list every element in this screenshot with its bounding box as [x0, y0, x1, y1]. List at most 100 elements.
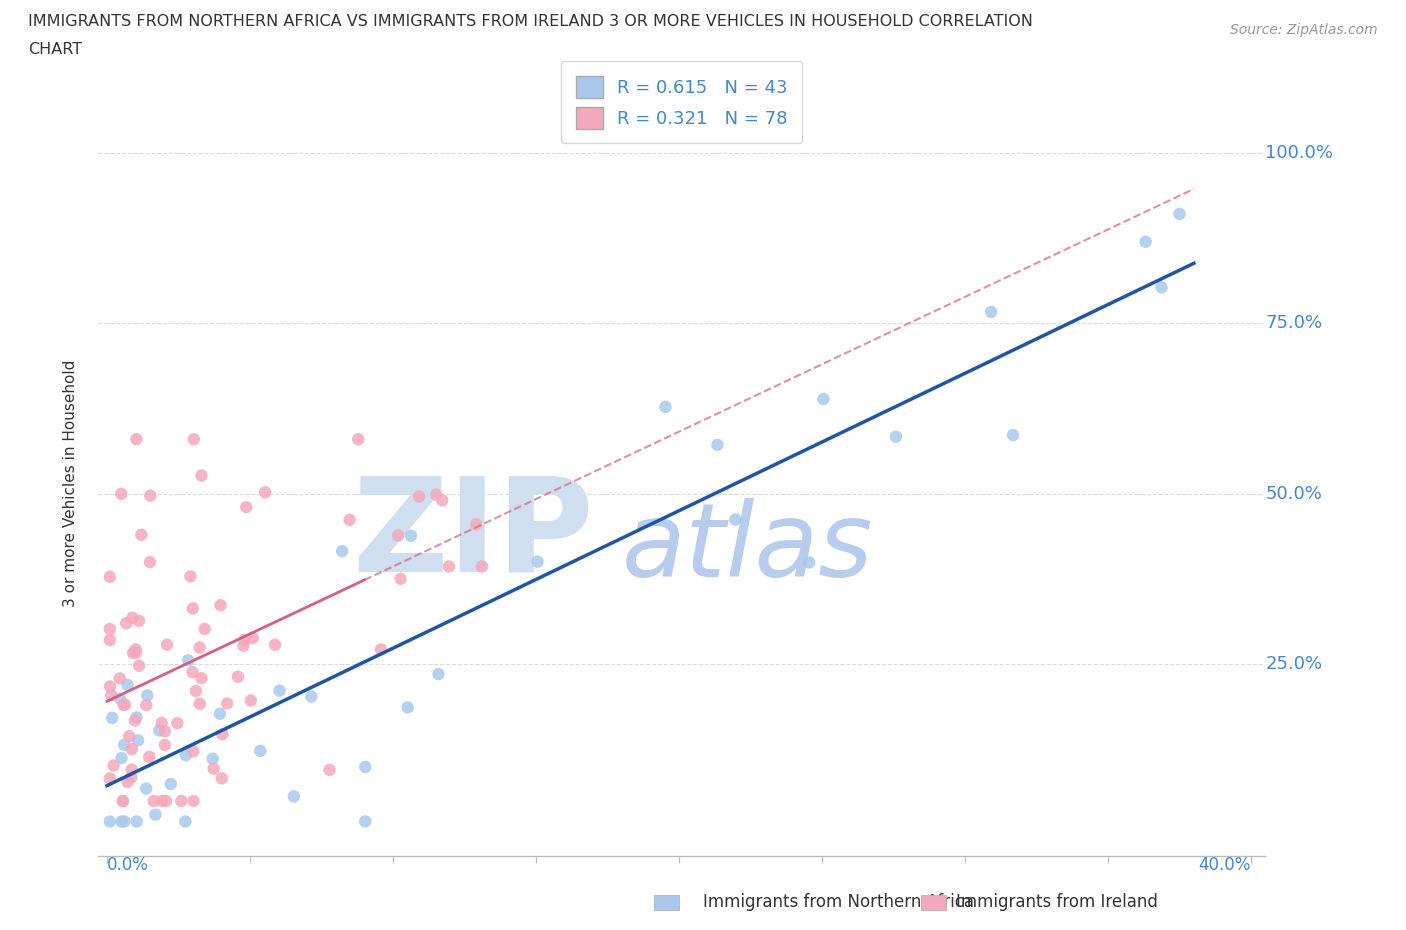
Point: [1168, 206, 1191, 221]
Point: [153, 724, 176, 738]
Point: [120, 770, 142, 785]
Point: [235, 499, 257, 514]
Text: 40.0%: 40.0%: [1199, 856, 1251, 873]
Point: [437, 559, 460, 574]
Point: [1135, 234, 1157, 249]
Point: [112, 814, 135, 829]
Point: [226, 670, 249, 684]
Point: [115, 616, 138, 631]
Point: [183, 744, 205, 759]
Point: [269, 684, 291, 698]
Point: [283, 789, 305, 804]
Point: [131, 527, 153, 542]
Point: [110, 486, 132, 501]
Point: [128, 658, 150, 673]
Point: [526, 554, 548, 569]
Point: [111, 793, 134, 808]
Point: [183, 793, 205, 808]
Point: [347, 432, 370, 446]
Point: [208, 706, 231, 721]
Point: [980, 304, 1002, 319]
Point: [150, 715, 173, 730]
Text: Immigrants from Ireland: Immigrants from Ireland: [956, 893, 1159, 911]
Point: [139, 554, 162, 569]
Text: 50.0%: 50.0%: [1265, 485, 1322, 503]
Point: [264, 637, 287, 652]
Point: [110, 814, 132, 829]
Point: [299, 689, 322, 704]
Text: 100.0%: 100.0%: [1265, 143, 1333, 162]
Point: [427, 667, 450, 682]
Point: [188, 640, 211, 655]
Point: [209, 598, 232, 613]
Point: [112, 737, 135, 752]
Point: [121, 610, 143, 625]
Point: [184, 684, 207, 698]
Point: [139, 488, 162, 503]
Point: [181, 665, 204, 680]
Point: [354, 814, 377, 829]
Point: [654, 399, 676, 414]
Point: [156, 637, 179, 652]
Point: [217, 696, 239, 711]
Point: [249, 743, 271, 758]
Text: 25.0%: 25.0%: [1265, 656, 1323, 673]
Point: [125, 642, 148, 657]
Point: [339, 512, 361, 527]
Point: [188, 697, 211, 711]
Point: [98, 632, 121, 647]
Point: [330, 544, 353, 559]
Point: [166, 716, 188, 731]
Point: [201, 751, 224, 766]
Point: [1150, 280, 1173, 295]
Point: [706, 437, 728, 452]
Point: [121, 763, 143, 777]
Point: [148, 723, 170, 737]
Point: [181, 601, 204, 616]
Point: [125, 645, 148, 660]
Point: [254, 485, 277, 499]
Point: [183, 432, 205, 446]
Point: [242, 631, 264, 645]
Point: [202, 761, 225, 776]
Point: [884, 430, 907, 445]
Text: 0.0%: 0.0%: [107, 856, 149, 873]
Point: [125, 814, 148, 829]
Point: [98, 569, 121, 584]
Point: [389, 571, 412, 586]
Point: [98, 771, 121, 786]
Text: IMMIGRANTS FROM NORTHERN AFRICA VS IMMIGRANTS FROM IRELAND 3 OR MORE VEHICLES IN: IMMIGRANTS FROM NORTHERN AFRICA VS IMMIG…: [28, 14, 1033, 29]
Point: [396, 700, 419, 715]
Point: [239, 693, 262, 708]
Point: [399, 528, 422, 543]
Text: Source: ZipAtlas.com: Source: ZipAtlas.com: [1230, 23, 1378, 37]
Point: [101, 711, 124, 725]
Point: [194, 621, 217, 636]
Point: [98, 621, 121, 636]
Point: [174, 748, 197, 763]
Point: [98, 679, 121, 694]
Text: atlas: atlas: [621, 498, 873, 598]
Point: [471, 559, 494, 574]
Point: [233, 632, 256, 647]
Point: [117, 775, 139, 790]
Text: CHART: CHART: [28, 42, 82, 57]
Point: [425, 487, 447, 502]
Point: [100, 688, 122, 703]
Point: [127, 733, 149, 748]
Point: [112, 698, 135, 712]
Point: [153, 737, 176, 752]
Point: [160, 777, 183, 791]
Point: [318, 763, 340, 777]
Point: [122, 645, 145, 660]
Point: [1002, 428, 1025, 443]
Point: [125, 432, 148, 446]
Point: [117, 677, 139, 692]
Point: [142, 793, 165, 808]
Point: [114, 698, 136, 712]
Point: [211, 771, 233, 786]
Point: [408, 489, 430, 504]
Point: [232, 638, 254, 653]
Point: [135, 698, 157, 712]
Point: [799, 555, 821, 570]
